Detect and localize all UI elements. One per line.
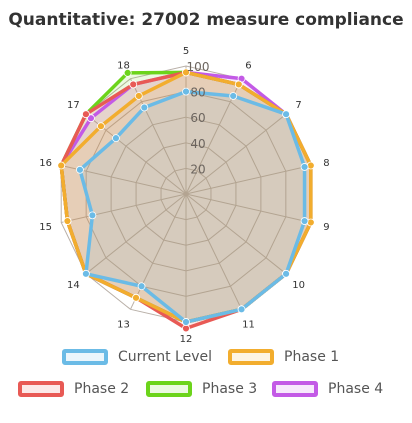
radial-tick-label: 60 xyxy=(190,111,205,125)
grid-spoke xyxy=(185,193,311,223)
legend-swatch xyxy=(228,349,274,365)
category-label: 14 xyxy=(67,280,80,291)
data-point xyxy=(182,324,190,333)
category-label: 18 xyxy=(117,60,130,71)
chart-title: Quantitative: 27002 measure compliance xyxy=(8,10,404,30)
data-point xyxy=(237,305,246,314)
legend-item[interactable]: Phase 1 xyxy=(228,349,339,365)
category-label: 8 xyxy=(323,158,329,169)
data-point xyxy=(76,165,84,174)
legend-swatch xyxy=(18,381,64,397)
legend-label: Phase 3 xyxy=(202,381,258,397)
legend-item[interactable]: Phase 4 xyxy=(272,381,383,397)
grid-spoke xyxy=(185,193,287,275)
legend-label: Current Level xyxy=(118,349,212,365)
data-point xyxy=(140,103,149,112)
legend-label: Phase 4 xyxy=(328,381,384,397)
radial-tick-label: 80 xyxy=(190,86,205,100)
data-point xyxy=(132,293,140,302)
series-fill xyxy=(61,72,311,329)
legend-item[interactable]: Current Level xyxy=(62,349,212,365)
category-label: 6 xyxy=(245,60,251,71)
radar-chart: 20 40 60 80 100 5 6 7 8 9 10 11 12 13 14 15 16 17 18 xyxy=(39,46,329,345)
grid-spoke xyxy=(185,193,242,310)
legend-item[interactable]: Phase 3 xyxy=(146,381,257,397)
data-point xyxy=(63,217,72,225)
category-label: 5 xyxy=(183,46,189,57)
category-label: 10 xyxy=(292,280,305,291)
data-point xyxy=(234,80,243,89)
grid-spoke xyxy=(85,193,187,275)
category-label: 15 xyxy=(39,222,52,233)
category-label: 16 xyxy=(39,158,52,169)
grid-spoke xyxy=(185,165,311,195)
category-label: 9 xyxy=(323,222,329,233)
data-point xyxy=(137,282,146,291)
category-label: 17 xyxy=(67,100,80,111)
data-point xyxy=(182,87,190,96)
data-point xyxy=(306,218,315,227)
grid-spoke xyxy=(130,193,187,310)
legend-swatch xyxy=(272,381,318,397)
legend-label: Phase 2 xyxy=(74,381,130,397)
category-label: 13 xyxy=(117,320,130,331)
data-point xyxy=(88,211,97,220)
data-point xyxy=(112,134,120,143)
data-point xyxy=(82,269,90,278)
radial-tick-label: 100 xyxy=(187,60,210,74)
data-point xyxy=(97,122,105,131)
data-point xyxy=(87,114,95,123)
data-point xyxy=(300,163,309,171)
chart-legend: Current Level Phase 1 Phase 2 Phase 3 Phase … xyxy=(0,347,412,411)
data-point xyxy=(129,80,138,89)
legend-label: Phase 1 xyxy=(284,349,340,365)
data-point xyxy=(134,92,143,100)
radial-tick-label: 20 xyxy=(190,162,205,176)
legend-item[interactable]: Phase 2 xyxy=(18,381,129,397)
series-fill xyxy=(61,72,311,323)
data-point xyxy=(282,110,290,119)
series-fill xyxy=(79,91,305,322)
legend-swatch xyxy=(146,381,192,397)
category-label: 11 xyxy=(242,320,255,331)
radial-tick-label: 40 xyxy=(190,137,205,151)
grid-spoke xyxy=(61,193,187,223)
data-point xyxy=(82,110,90,119)
data-point xyxy=(229,92,238,100)
data-point xyxy=(300,217,309,225)
data-point xyxy=(182,318,190,326)
data-point xyxy=(123,69,132,77)
data-point xyxy=(57,161,66,170)
legend-swatch xyxy=(62,349,108,365)
category-label: 12 xyxy=(180,334,193,345)
series-fill xyxy=(61,72,311,323)
data-point xyxy=(306,161,315,170)
series-fill xyxy=(61,72,311,323)
data-point xyxy=(282,269,290,278)
grid-spoke xyxy=(185,113,287,195)
category-label: 7 xyxy=(295,100,301,111)
data-point xyxy=(182,68,190,77)
